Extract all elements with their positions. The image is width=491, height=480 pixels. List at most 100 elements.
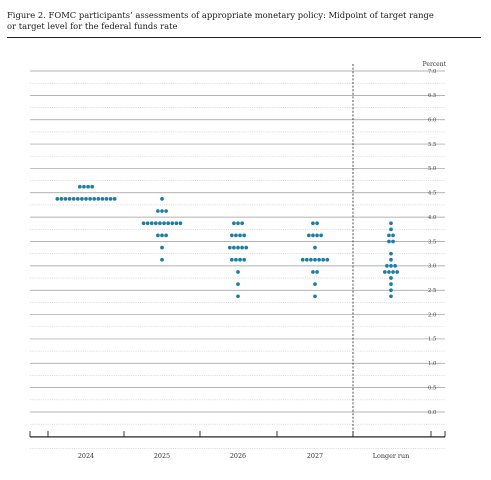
participant-dot: [391, 270, 395, 274]
participant-dot: [236, 245, 240, 250]
participant-dot: [88, 197, 92, 201]
participant-dot: [242, 257, 246, 262]
y-tick-label: 6.0: [428, 118, 436, 124]
participant-dot: [112, 197, 117, 201]
gridlines: [30, 70, 445, 449]
y-tick-label: 4.5: [428, 191, 436, 197]
participant-dot: [149, 221, 154, 226]
participant-dot: [319, 233, 323, 238]
y-tick-label: 5.5: [428, 142, 436, 148]
participant-dot: [108, 197, 113, 201]
participant-dot: [158, 221, 162, 226]
participant-dot: [313, 257, 317, 262]
participant-dot: [71, 197, 76, 201]
participant-dot: [313, 282, 317, 286]
participant-dot: [385, 264, 389, 268]
y-axis-tick-labels: 0.0 0.5 1.0 1.5 2.0 2.5 3.0 3.5 4.0 4.5 5.0 5.5 6.0 6…: [428, 69, 436, 416]
participant-dot: [160, 233, 164, 238]
participant-dot: [315, 233, 319, 238]
participant-dot: [156, 209, 160, 213]
participant-dot: [160, 209, 164, 213]
participant-dot: [309, 257, 313, 262]
participant-dot: [240, 245, 244, 250]
participant-dot: [300, 257, 305, 262]
participant-dot: [383, 270, 387, 274]
y-tick-label: 5.0: [428, 166, 436, 172]
participant-dot: [242, 233, 246, 238]
participant-dot: [307, 233, 311, 238]
participant-dot: [166, 221, 170, 226]
participant-dot: [315, 270, 319, 274]
participant-dot: [178, 221, 183, 226]
participant-dot: [67, 197, 72, 201]
participant-dot: [389, 288, 393, 293]
y-tick-label: 3.0: [428, 264, 436, 270]
participant-dot: [230, 257, 234, 262]
participant-dot: [227, 245, 232, 250]
x-category-label: 2027: [307, 452, 323, 460]
x-category-label: 2025: [154, 452, 170, 460]
y-tick-label: 2.5: [428, 288, 436, 294]
participant-dot: [162, 221, 166, 226]
participant-dot: [389, 282, 393, 286]
y-tick-label: 2.0: [428, 312, 436, 318]
participant-dot: [236, 294, 240, 299]
participant-dot: [393, 264, 397, 268]
participant-dot: [389, 276, 393, 280]
participant-dot: [55, 197, 60, 201]
participant-dot: [80, 197, 84, 201]
participant-dot: [313, 245, 317, 250]
participant-dot: [234, 233, 238, 238]
participant-dot: [395, 270, 399, 274]
y-tick-label: 3.5: [428, 239, 436, 245]
participant-dot: [63, 197, 68, 201]
participant-dot: [86, 184, 90, 189]
participant-dot: [82, 184, 86, 189]
participant-dot: [244, 245, 249, 250]
participant-dot: [104, 197, 109, 201]
y-tick-label: 1.5: [428, 337, 436, 343]
y-tick-label: 0.0: [428, 410, 436, 416]
participant-dot: [96, 197, 101, 201]
participant-dot: [100, 197, 105, 201]
participant-dot: [315, 221, 319, 226]
participant-dot: [311, 233, 315, 238]
participant-dot: [389, 294, 393, 299]
participant-dot: [389, 264, 393, 268]
participant-dot: [92, 197, 97, 201]
x-category-label: 2024: [78, 452, 94, 460]
participant-dot: [317, 257, 321, 262]
participant-dot: [311, 270, 315, 274]
participant-dot: [164, 233, 168, 238]
participant-dot: [75, 197, 80, 201]
participant-dot: [232, 221, 236, 226]
participant-dot: [174, 221, 179, 226]
participant-dot: [236, 270, 240, 274]
participant-dot: [304, 257, 309, 262]
participant-dot: [389, 251, 393, 256]
participant-dot: [391, 233, 395, 238]
participant-dot: [387, 270, 391, 274]
participant-dot: [321, 257, 326, 262]
x-axis: 2024 2025 2026 2027 Longer run: [29, 64, 446, 460]
participant-dot: [84, 197, 88, 201]
participant-dot: [154, 221, 158, 226]
participant-dot: [160, 257, 164, 262]
participant-dot: [389, 221, 393, 226]
participant-dot: [311, 221, 315, 226]
y-tick-label: 4.0: [428, 215, 436, 221]
x-category-label: 2026: [230, 452, 246, 460]
y-tick-label: 0.5: [428, 385, 436, 391]
participant-dot: [170, 221, 175, 226]
caption-line-1: Figure 2. FOMC participants’ assessments…: [7, 10, 434, 20]
caption-line-2: or target level for the federal funds ra…: [7, 21, 178, 31]
participant-dot: [387, 239, 391, 244]
participant-dot: [78, 184, 82, 189]
participant-dot: [387, 233, 391, 238]
y-tick-label: 7.0: [428, 69, 436, 75]
participant-dot: [230, 233, 234, 238]
dot-markers: [55, 184, 399, 299]
participant-dot: [90, 184, 94, 189]
figure-caption: Figure 2. FOMC participants’ assessments…: [7, 10, 481, 32]
